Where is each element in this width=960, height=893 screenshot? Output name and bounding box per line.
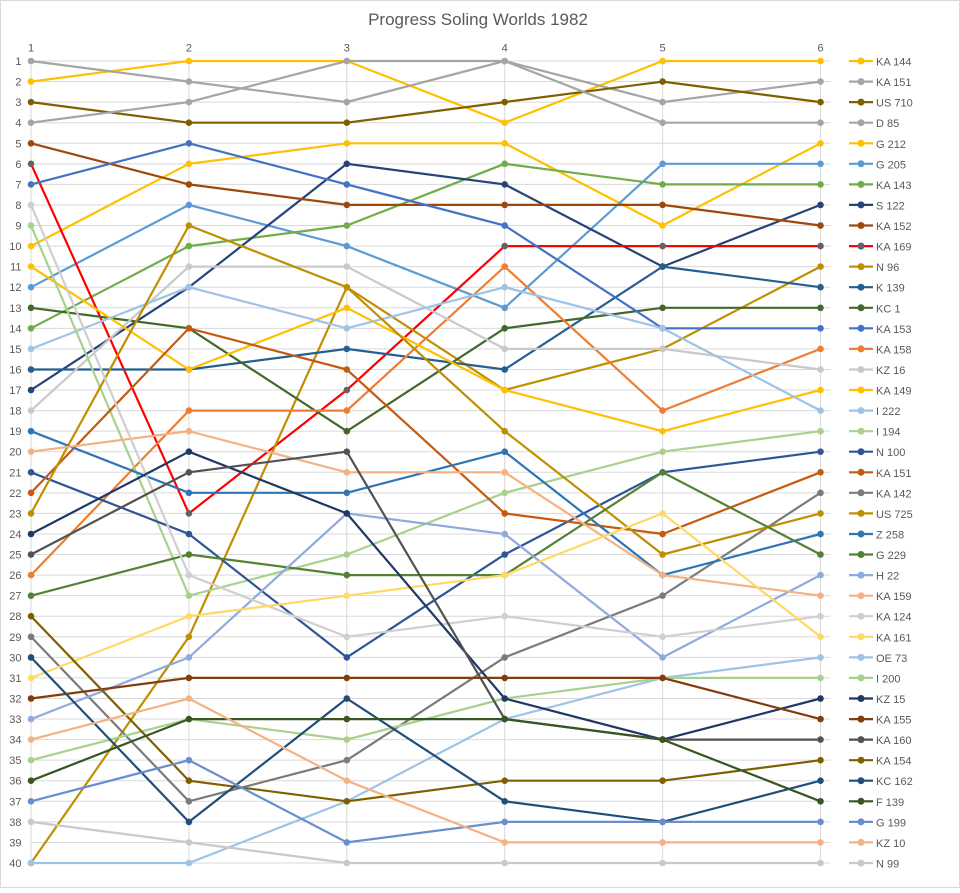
svg-text:10: 10	[9, 241, 21, 253]
svg-text:G 199: G 199	[876, 817, 906, 829]
svg-text:20: 20	[9, 447, 21, 459]
svg-text:15: 15	[9, 344, 21, 356]
svg-text:D 85: D 85	[876, 118, 899, 130]
svg-text:US 725: US 725	[876, 509, 913, 521]
svg-text:6: 6	[15, 159, 21, 171]
svg-text:KA 152: KA 152	[876, 221, 911, 233]
svg-text:N 96: N 96	[876, 262, 899, 274]
svg-text:KC 1: KC 1	[876, 303, 900, 315]
svg-text:33: 33	[9, 714, 21, 726]
svg-text:KA 159: KA 159	[876, 591, 911, 603]
svg-text:8: 8	[15, 200, 21, 212]
svg-text:Progress Soling Worlds 1982: Progress Soling Worlds 1982	[368, 10, 588, 29]
svg-text:N 99: N 99	[876, 859, 899, 871]
svg-text:1: 1	[28, 43, 34, 55]
svg-text:Z 258: Z 258	[876, 530, 904, 542]
svg-text:4: 4	[502, 43, 508, 55]
svg-text:12: 12	[9, 282, 21, 294]
svg-text:38: 38	[9, 817, 21, 829]
svg-text:37: 37	[9, 796, 21, 808]
svg-text:19: 19	[9, 426, 21, 438]
svg-text:11: 11	[10, 262, 21, 274]
svg-text:KA 158: KA 158	[876, 344, 911, 356]
svg-text:34: 34	[9, 735, 21, 747]
svg-text:KA 144: KA 144	[876, 57, 911, 69]
svg-text:S 122: S 122	[876, 200, 905, 212]
svg-text:N 100: N 100	[876, 447, 905, 459]
svg-text:1: 1	[15, 56, 21, 68]
svg-text:KZ 10: KZ 10	[876, 838, 905, 850]
svg-text:17: 17	[9, 385, 21, 397]
svg-text:I 222: I 222	[876, 406, 900, 418]
svg-text:5: 5	[15, 138, 21, 150]
svg-text:27: 27	[9, 591, 21, 603]
svg-text:39: 39	[9, 837, 21, 849]
svg-text:F 139: F 139	[876, 797, 904, 809]
svg-text:US 710: US 710	[876, 98, 913, 110]
svg-text:G 229: G 229	[876, 550, 906, 562]
svg-text:3: 3	[344, 43, 350, 55]
svg-text:KA 161: KA 161	[876, 632, 911, 644]
svg-text:22: 22	[9, 488, 21, 500]
svg-text:40: 40	[9, 858, 21, 870]
svg-text:29: 29	[9, 632, 21, 644]
svg-text:G 212: G 212	[876, 139, 906, 151]
svg-text:23: 23	[9, 508, 21, 520]
svg-text:H 22: H 22	[876, 571, 899, 583]
svg-text:KA 154: KA 154	[876, 756, 911, 768]
svg-text:24: 24	[9, 529, 21, 541]
svg-text:KA 151: KA 151	[876, 77, 911, 89]
svg-text:18: 18	[9, 406, 21, 418]
svg-text:OE 73: OE 73	[876, 653, 907, 665]
svg-text:KZ 16: KZ 16	[876, 365, 905, 377]
svg-text:21: 21	[9, 467, 21, 479]
svg-text:KA 124: KA 124	[876, 612, 911, 624]
svg-text:26: 26	[9, 570, 21, 582]
svg-text:25: 25	[9, 550, 21, 562]
svg-text:30: 30	[9, 652, 21, 664]
svg-text:5: 5	[660, 43, 666, 55]
svg-text:6: 6	[817, 43, 823, 55]
svg-text:31: 31	[9, 673, 21, 685]
svg-text:16: 16	[9, 365, 21, 377]
svg-text:32: 32	[9, 694, 21, 706]
svg-text:KA 160: KA 160	[876, 735, 911, 747]
svg-text:I 200: I 200	[876, 673, 900, 685]
svg-text:3: 3	[15, 97, 21, 109]
svg-text:KA 149: KA 149	[876, 386, 911, 398]
svg-text:36: 36	[9, 776, 21, 788]
svg-text:KC 162: KC 162	[876, 776, 913, 788]
svg-text:K 139: K 139	[876, 283, 905, 295]
svg-text:2: 2	[186, 43, 192, 55]
svg-text:13: 13	[9, 303, 21, 315]
svg-text:KA 143: KA 143	[876, 180, 911, 192]
svg-text:28: 28	[9, 611, 21, 623]
svg-text:KA 151: KA 151	[876, 468, 911, 480]
svg-text:KZ 15: KZ 15	[876, 694, 905, 706]
svg-text:KA 169: KA 169	[876, 242, 911, 254]
svg-text:4: 4	[15, 118, 21, 130]
svg-text:KA 142: KA 142	[876, 488, 911, 500]
svg-text:I 194: I 194	[876, 427, 900, 439]
svg-text:7: 7	[15, 179, 21, 191]
svg-text:9: 9	[15, 221, 21, 233]
svg-text:G 205: G 205	[876, 159, 906, 171]
svg-text:35: 35	[9, 755, 21, 767]
svg-text:KA 153: KA 153	[876, 324, 911, 336]
svg-text:14: 14	[9, 323, 21, 335]
svg-text:KA 155: KA 155	[876, 715, 911, 727]
svg-text:2: 2	[15, 77, 21, 89]
